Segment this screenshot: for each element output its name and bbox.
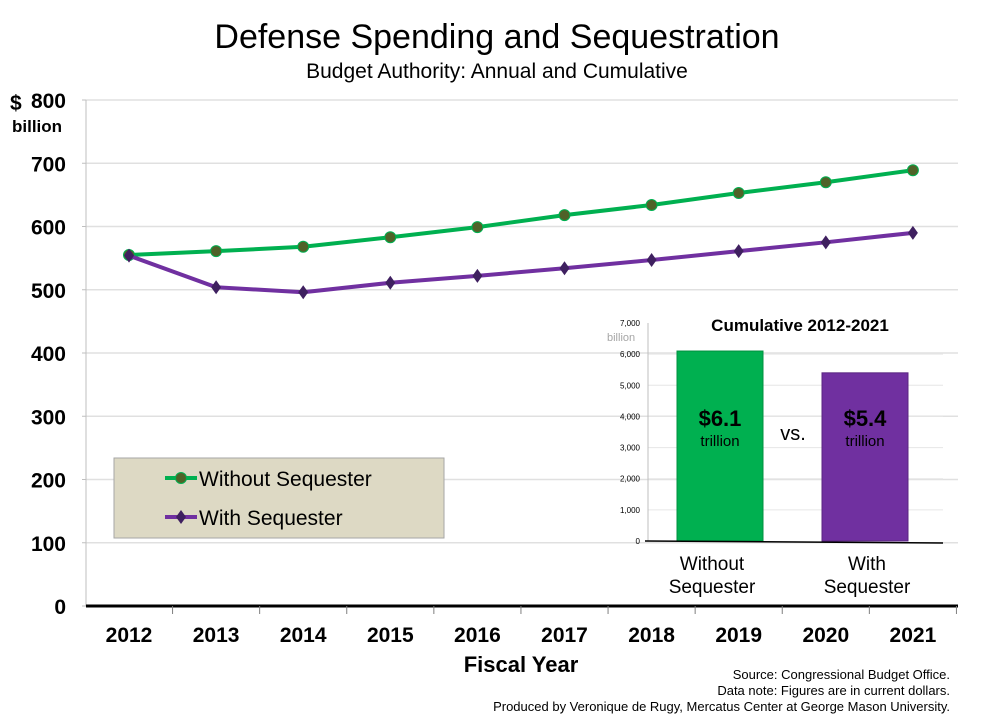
- x-tick-label: 2016: [454, 624, 501, 647]
- inset-y-tick-label: 0: [636, 537, 641, 546]
- inset-y-tick-label: 5,000: [620, 381, 641, 390]
- inset-x-label-line2: Sequester: [824, 577, 911, 598]
- inset-y-tick-label: 4,000: [620, 412, 641, 421]
- inset-bar-unit: trillion: [700, 433, 739, 450]
- y-tick-label: 500: [31, 280, 66, 303]
- note-produced: Produced by Veronique de Rugy, Mercatus …: [493, 699, 950, 714]
- inset-x-label-line1: With: [848, 554, 886, 575]
- data-point: [645, 198, 658, 211]
- data-point: [732, 186, 745, 199]
- data-point: [559, 261, 570, 276]
- data-point: [384, 231, 397, 244]
- legend-box: [113, 457, 445, 539]
- data-point: [472, 268, 483, 283]
- inset-bar-amount: $6.1: [699, 406, 742, 431]
- y-tick-label: 0: [54, 596, 66, 619]
- y-unit-billion: billion: [12, 117, 62, 136]
- chart-subtitle: Budget Authority: Annual and Cumulative: [306, 60, 688, 83]
- inset-y-tick-label: 1,000: [620, 506, 641, 515]
- x-axis-label: Fiscal Year: [464, 652, 579, 677]
- x-tick-label: 2014: [280, 624, 327, 647]
- x-tick-label: 2017: [541, 624, 588, 647]
- x-tick-label: 2020: [802, 624, 849, 647]
- inset-title: Cumulative 2012-2021: [711, 316, 889, 335]
- data-point: [558, 209, 571, 222]
- note-source: Source: Congressional Budget Office.: [733, 667, 950, 682]
- series-line-without-sequester: [128, 168, 914, 257]
- x-tick-label: 2021: [890, 624, 937, 647]
- legend-label-without: Without Sequester: [199, 468, 372, 491]
- inset-bar-amount: $5.4: [844, 406, 888, 431]
- inset-y-tick-label: 6,000: [620, 350, 641, 359]
- cumulative-inset-chart: Cumulative 2012-2021 billion 0 1,000 2,000…: [607, 316, 944, 598]
- y-tick-label: 600: [31, 217, 66, 240]
- data-point: [124, 248, 134, 263]
- note-data: Data note: Figures are in current dollar…: [717, 683, 950, 698]
- inset-y-tick-label: 2,000: [620, 475, 641, 484]
- inset-y-tick-label: 3,000: [620, 444, 641, 453]
- data-point: [646, 253, 657, 268]
- data-point: [907, 225, 918, 240]
- legend-marker-circle-icon: [175, 472, 187, 484]
- data-point: [820, 235, 831, 250]
- data-point: [211, 280, 222, 295]
- y-tick-label: 100: [31, 533, 66, 556]
- data-point: [385, 275, 396, 290]
- y-tick-label: 400: [31, 343, 66, 366]
- x-tick-label: 2018: [628, 624, 675, 647]
- data-point: [906, 164, 919, 177]
- data-point: [819, 176, 832, 189]
- y-tick-label: 700: [31, 153, 66, 176]
- x-tick-label: 2013: [193, 624, 240, 647]
- chart-title: Defense Spending and Sequestration: [214, 18, 779, 56]
- legend: Without Sequester With Sequester: [113, 457, 445, 539]
- inset-x-label-line2: Sequester: [669, 577, 756, 598]
- data-point: [733, 244, 744, 259]
- y-tick-label: 200: [31, 470, 66, 493]
- inset-y-unit: billion: [607, 332, 635, 344]
- x-tick-label: 2015: [367, 624, 414, 647]
- y-tick-label: 300: [31, 406, 66, 429]
- data-point: [471, 221, 484, 234]
- data-point: [210, 245, 223, 258]
- y-unit-dollar: $: [10, 92, 22, 115]
- x-tick-label: 2019: [715, 624, 762, 647]
- inset-y-tick-label: 7,000: [620, 319, 641, 328]
- inset-x-axis: [644, 540, 944, 544]
- vs-label: vs.: [780, 423, 806, 445]
- inset-x-label-line1: Without: [680, 554, 745, 575]
- legend-marker-diamond-icon: [176, 510, 186, 524]
- y-tick-label: 800: [31, 90, 66, 113]
- notes: Source: Congressional Budget Office. Dat…: [493, 667, 950, 714]
- x-tick-label: 2012: [106, 624, 153, 647]
- data-point: [298, 285, 309, 300]
- data-point: [297, 240, 310, 253]
- legend-label-with: With Sequester: [199, 507, 343, 530]
- inset-bar-unit: trillion: [845, 433, 884, 450]
- series-line-with-sequester: [128, 230, 914, 295]
- inset-bar: [676, 350, 764, 542]
- inset-bar: [821, 372, 909, 542]
